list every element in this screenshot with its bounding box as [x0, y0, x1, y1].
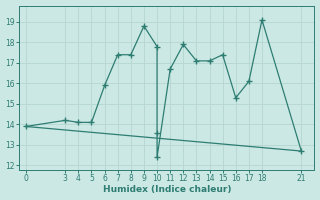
X-axis label: Humidex (Indice chaleur): Humidex (Indice chaleur)	[103, 185, 231, 194]
